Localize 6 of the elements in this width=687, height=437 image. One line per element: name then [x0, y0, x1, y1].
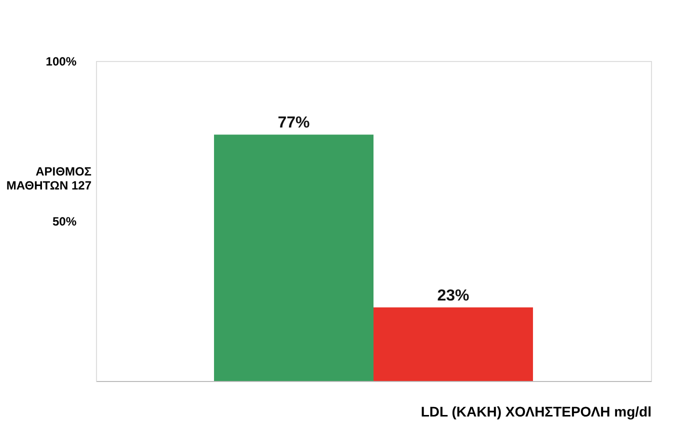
y-axis-title: ΑΡΙΘΜΟΣ ΜΑΘΗΤΩΝ 127 — [6, 164, 92, 192]
x-axis-title: LDL (ΚΑΚΗ) ΧΟΛΗΣΤΕΡΟΛΗ mg/dl — [420, 404, 652, 420]
data-label: 23% — [437, 287, 470, 304]
data-label: 77% — [278, 114, 310, 132]
y-tick-label: 50% — [52, 214, 77, 228]
y-tick-label: 100% — [46, 54, 77, 68]
